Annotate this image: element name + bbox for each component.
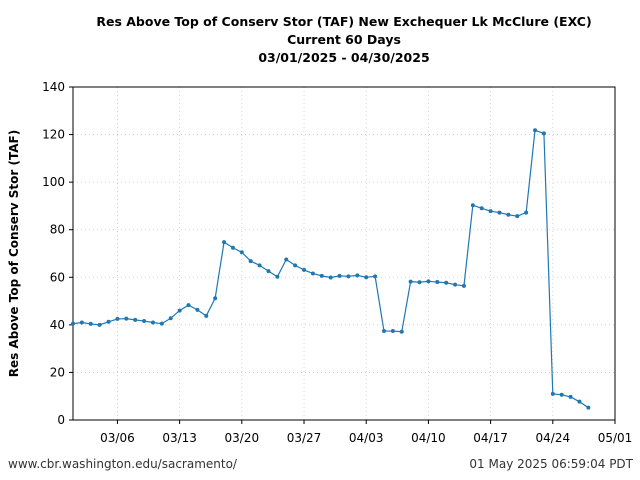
x-tick-label: 03/06 — [100, 431, 135, 445]
data-point — [177, 308, 182, 313]
chart-title-block: Res Above Top of Conserv Stor (TAF) New … — [73, 13, 615, 67]
data-point — [142, 319, 147, 324]
x-tick-label: 04/17 — [473, 431, 508, 445]
data-point — [186, 303, 191, 308]
data-point — [204, 313, 209, 318]
y-tick-label: 20 — [50, 365, 65, 379]
data-point — [381, 329, 386, 334]
data-point — [239, 250, 244, 255]
data-point — [337, 273, 342, 278]
data-point — [479, 206, 484, 211]
data-point — [417, 280, 422, 285]
data-point — [346, 274, 351, 279]
data-point — [248, 259, 253, 264]
data-point — [328, 275, 333, 280]
y-tick-label: 140 — [42, 80, 65, 94]
data-point — [319, 273, 324, 278]
data-point — [408, 279, 413, 284]
axes: 0 20 40 60 80 100 120 140 03/06 03/13 03/20 03/27 04… — [42, 80, 632, 445]
data-point — [488, 209, 493, 214]
data-point — [195, 307, 200, 312]
y-tick-label: 100 — [42, 175, 65, 189]
y-tick-label: 40 — [50, 318, 65, 332]
data-point — [364, 275, 369, 280]
data-point — [293, 263, 298, 268]
data-point — [257, 263, 262, 268]
plot-frame — [72, 86, 616, 421]
chart-date-range: 03/01/2025 - 04/30/2025 — [258, 50, 430, 65]
data-point — [106, 319, 111, 324]
data-point — [559, 392, 564, 397]
y-tick-label: 120 — [42, 128, 65, 142]
data-point — [541, 131, 546, 136]
x-tick-label: 04/10 — [411, 431, 446, 445]
data-point — [159, 321, 164, 326]
data-point — [550, 391, 555, 396]
data-point — [515, 214, 520, 219]
data-point — [266, 269, 271, 274]
data-point — [168, 316, 173, 321]
x-tick-label: 03/13 — [162, 431, 197, 445]
data-point — [426, 279, 431, 284]
data-point — [302, 267, 307, 272]
data-point — [586, 405, 591, 410]
data-point — [213, 296, 218, 301]
y-tick-label: 0 — [57, 413, 65, 427]
data-point — [133, 317, 138, 322]
data-point — [568, 394, 573, 399]
footer-timestamp: 01 May 2025 06:59:04 PDT — [469, 457, 633, 471]
data-point — [222, 240, 227, 245]
x-tick-label: 05/01 — [598, 431, 633, 445]
data-point — [470, 203, 475, 208]
data-point — [275, 274, 280, 279]
data-point — [373, 274, 378, 279]
data-point — [461, 283, 466, 288]
x-tick-label: 04/24 — [536, 431, 571, 445]
grid-lines — [73, 87, 615, 420]
series-line-group — [71, 128, 591, 410]
chart-subtitle: Current 60 Days — [287, 32, 401, 47]
data-point — [497, 210, 502, 215]
data-point — [444, 280, 449, 285]
data-point — [399, 329, 404, 334]
data-point — [435, 280, 440, 285]
data-point — [310, 271, 315, 276]
chart-title: Res Above Top of Conserv Stor (TAF) New … — [96, 14, 592, 29]
data-point — [71, 321, 75, 326]
y-tick-label: 80 — [50, 223, 65, 237]
data-point — [577, 399, 582, 404]
data-point — [88, 321, 93, 326]
data-point — [284, 257, 289, 262]
data-point — [230, 245, 235, 250]
data-point — [150, 320, 155, 325]
footer-url: www.cbr.washington.edu/sacramento/ — [8, 457, 237, 471]
data-point — [533, 128, 538, 133]
data-point — [524, 210, 529, 215]
data-point — [453, 282, 458, 287]
y-axis-label: Res Above Top of Conserv Stor (TAF) — [7, 130, 21, 377]
data-point — [390, 329, 395, 334]
data-point — [97, 322, 102, 327]
x-tick-label: 03/20 — [225, 431, 260, 445]
data-point — [124, 316, 129, 321]
data-point — [506, 212, 511, 217]
series-line — [72, 129, 589, 409]
data-point — [79, 320, 84, 325]
x-tick-label: 04/03 — [349, 431, 384, 445]
y-tick-label: 60 — [50, 270, 65, 284]
data-point — [355, 273, 360, 278]
x-tick-label: 03/27 — [287, 431, 322, 445]
data-point — [115, 316, 120, 321]
